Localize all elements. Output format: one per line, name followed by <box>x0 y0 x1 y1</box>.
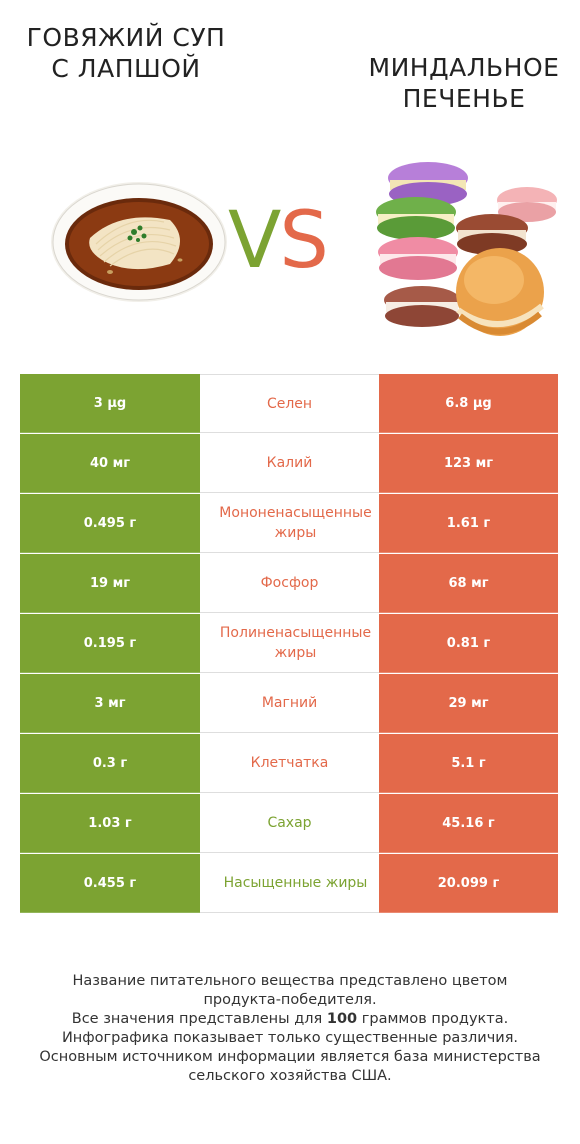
nutrient-name: Клетчатка <box>200 734 379 793</box>
right-value: 0.81 г <box>379 614 558 673</box>
table-row: 1.03 г Сахар 45.16 г <box>20 794 558 854</box>
vs-v-letter: V <box>228 196 281 286</box>
left-value: 3 мг <box>20 674 200 733</box>
left-value: 0.3 г <box>20 734 200 793</box>
nutrient-name: Калий <box>200 434 379 493</box>
left-value: 1.03 г <box>20 794 200 853</box>
nutrient-name: Фосфор <box>200 554 379 613</box>
footer-line-2: продукта-победителя. <box>203 992 377 1008</box>
nutrient-name: Магний <box>200 674 379 733</box>
right-value: 45.16 г <box>379 794 558 853</box>
table-row: 3 мг Магний 29 мг <box>20 674 558 734</box>
footer-line-4: Инфографика показывает только существенн… <box>61 1030 519 1046</box>
nutrient-name: Мононенасыщенные жиры <box>200 494 379 553</box>
footer-line-3-bold: 100 <box>326 1011 358 1027</box>
nutrient-name: Полиненасыщенные жиры <box>200 614 379 673</box>
table-row: 19 мг Фосфор 68 мг <box>20 554 558 614</box>
footer-line-6: сельского хозяйства США. <box>188 1068 392 1084</box>
nutrient-name: Сахар <box>200 794 379 853</box>
left-value: 3 µg <box>20 374 200 433</box>
nutrient-comparison-table: 3 µg Селен 6.8 µg 40 мг Калий 123 мг 0.495 г Мо… <box>20 374 558 914</box>
right-value: 1.61 г <box>379 494 558 553</box>
table-row: 0.3 г Клетчатка 5.1 г <box>20 734 558 794</box>
right-value: 5.1 г <box>379 734 558 793</box>
right-value: 123 мг <box>379 434 558 493</box>
footer-line-5: Основным источником информации является … <box>39 1049 541 1065</box>
footer-line-3: Все значения представлены для 100 граммо… <box>20 1010 560 1029</box>
left-value: 0.495 г <box>20 494 200 553</box>
beef-noodle-soup-image <box>51 182 227 302</box>
table-row: 0.455 г Насыщенные жиры 20.099 г <box>20 854 558 914</box>
left-value: 40 мг <box>20 434 200 493</box>
macarons-image <box>376 162 557 336</box>
right-food-title: МИНДАЛЬНОЕ ПЕЧЕНЬЕ <box>368 53 560 113</box>
footer-line-3-post: граммов продукта. <box>357 1011 509 1027</box>
left-value: 19 мг <box>20 554 200 613</box>
right-value: 20.099 г <box>379 854 558 913</box>
table-row: 3 µg Селен 6.8 µg <box>20 374 558 434</box>
table-row: 0.495 г Мононенасыщенные жиры 1.61 г <box>20 494 558 554</box>
vs-label: VS <box>228 186 329 296</box>
footer-line-3-pre: Все значения представлены для <box>71 1011 327 1027</box>
vs-s-letter: S <box>279 196 328 286</box>
left-food-title: ГОВЯЖИЙ СУП С ЛАПШОЙ <box>26 23 226 83</box>
table-row: 40 мг Калий 123 мг <box>20 434 558 494</box>
right-value: 6.8 µg <box>379 374 558 433</box>
left-value: 0.195 г <box>20 614 200 673</box>
table-row: 0.195 г Полиненасыщенные жиры 0.81 г <box>20 614 558 674</box>
right-value: 29 мг <box>379 674 558 733</box>
nutrient-name: Селен <box>200 374 379 433</box>
nutrient-name: Насыщенные жиры <box>200 854 379 913</box>
right-value: 68 мг <box>379 554 558 613</box>
footer-line-1: Название питательного вещества представл… <box>72 973 508 989</box>
footer-notes: Название питательного вещества представл… <box>20 972 560 1086</box>
left-value: 0.455 г <box>20 854 200 913</box>
